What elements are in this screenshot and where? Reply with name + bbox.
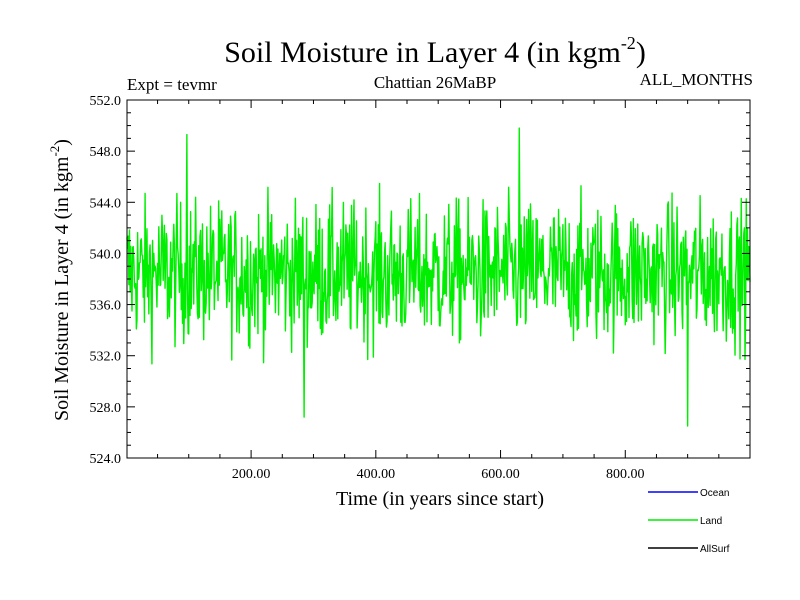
x-tick-label: 400.00 <box>357 467 396 482</box>
x-tick-label: 800.00 <box>606 467 645 482</box>
y-tick-label: 544.0 <box>90 196 122 211</box>
x-tick-label: 200.00 <box>232 467 271 482</box>
series-land-line <box>126 127 751 427</box>
x-tick-label: 600.00 <box>481 467 520 482</box>
y-tick-label: 548.0 <box>90 145 122 160</box>
period-label: Chattian 26MaBP <box>374 73 496 92</box>
y-tick-label: 528.0 <box>90 401 122 416</box>
chart-title: Soil Moisture in Layer 4 (in kgm-2) <box>224 33 646 69</box>
y-tick-label: 536.0 <box>90 299 122 314</box>
legend: Ocean Land AllSurf <box>648 488 730 555</box>
y-tick-label: 540.0 <box>90 247 122 262</box>
legend-land-label: Land <box>700 516 722 527</box>
y-axis-label: Soil Moisture in Layer 4 (in kgm-2) <box>47 139 73 421</box>
y-tick-label: 532.0 <box>90 350 122 365</box>
plot-area <box>126 127 751 427</box>
legend-allsurf-label: AllSurf <box>700 544 730 555</box>
months-label: ALL_MONTHS <box>640 70 753 89</box>
y-tick-label: 524.0 <box>90 452 122 467</box>
legend-ocean-label: Ocean <box>700 488 729 499</box>
experiment-label: Expt = tevmr <box>127 75 217 94</box>
y-tick-label: 552.0 <box>90 94 122 109</box>
x-axis-label: Time (in years since start) <box>336 488 544 510</box>
axes: 200.00 400.00 600.00 800.00 524.0 528.0 532.0 5… <box>90 94 751 482</box>
